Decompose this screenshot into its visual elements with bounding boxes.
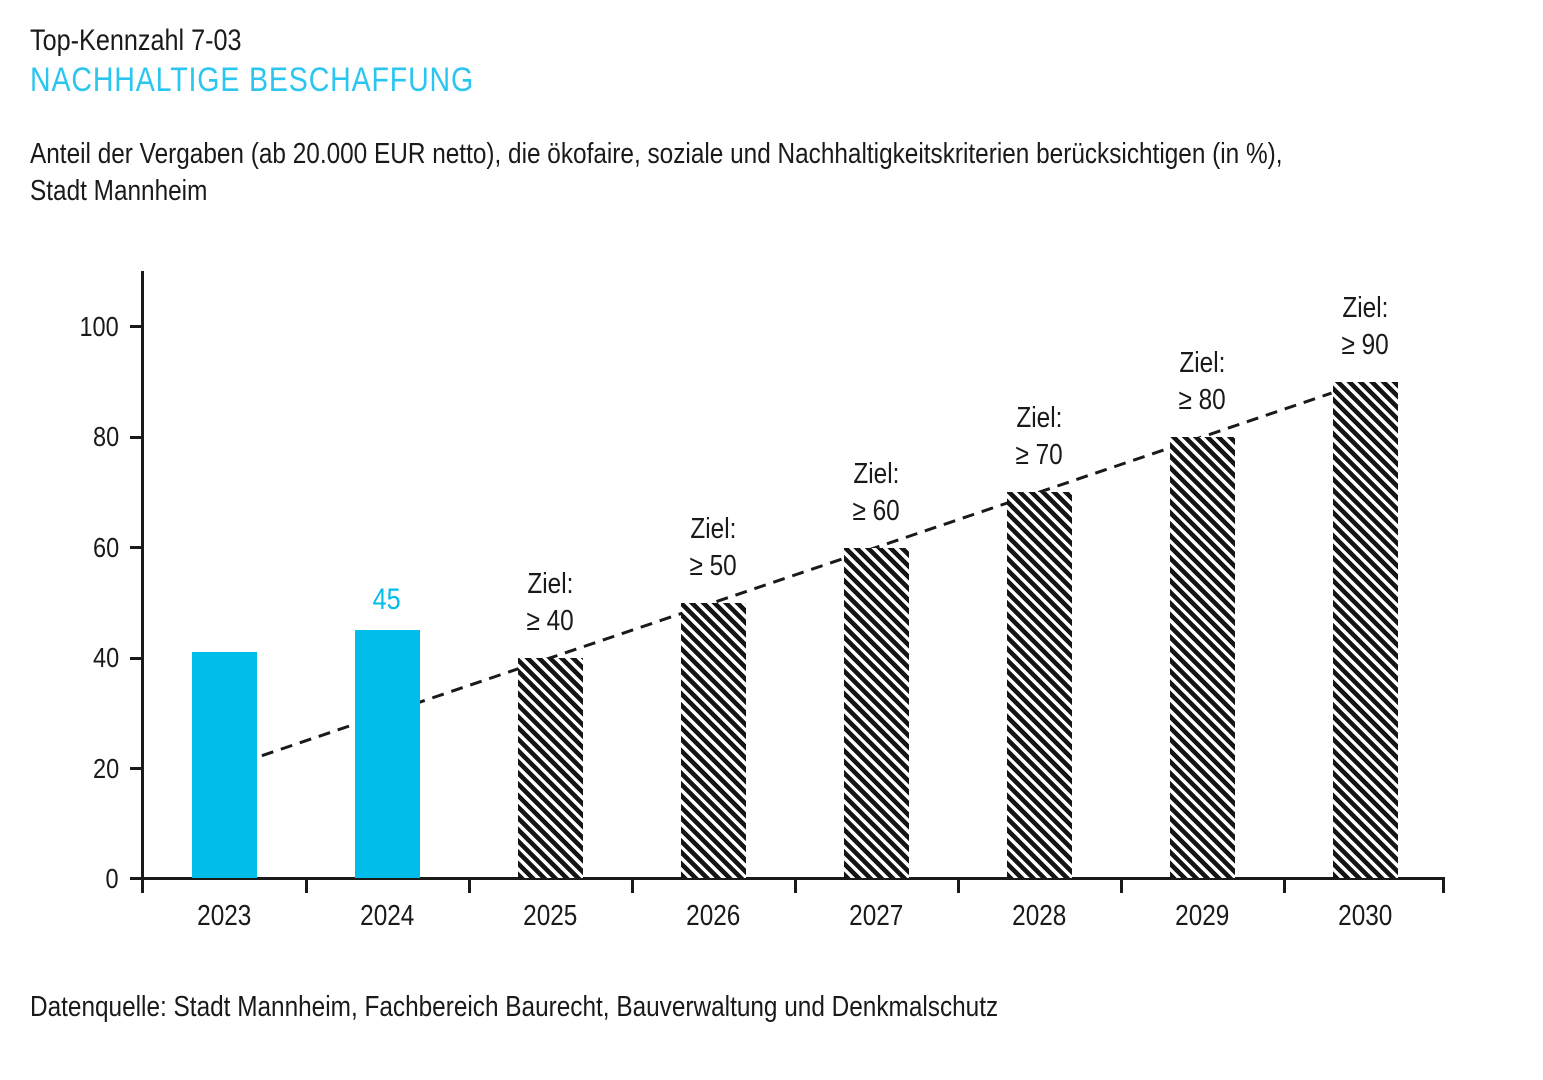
x-axis-label-text: 2027 [848,900,904,932]
x-axis-label-text: 2023 [196,900,252,932]
y-axis-tick-80 [130,435,143,439]
x-axis-tick-6 [1119,877,1123,893]
target-label-2025-line-1: Ziel: [450,566,650,603]
target-label-2026-line-2: ≥ 50 [613,548,813,585]
y-axis-tick-60 [130,546,143,549]
subtitle-line-2-text: Stadt Mannheim [30,175,208,207]
x-axis-tick-7 [1282,877,1286,893]
y-axis-tick-label-40: 40 [44,643,119,673]
x-axis-tick-1 [304,877,308,893]
target-label-text: ≥ 70 [1015,439,1063,472]
x-axis-label-2024: 2024 [306,897,469,935]
target-label-2028-line-1: Ziel: [939,400,1139,437]
bar-value-label-text: 45 [372,583,402,617]
x-axis-label-text: 2030 [1337,900,1393,932]
bar-value-label-2024: 45 [306,583,469,617]
x-axis-tick-5 [956,877,960,893]
y-axis-tick-20 [130,767,143,770]
target-label-text: Ziel: [526,568,574,600]
x-axis-label-text: 2024 [359,900,415,932]
x-axis-label-2029: 2029 [1121,897,1284,935]
x-axis-label-2030: 2030 [1284,897,1447,935]
x-axis-tick-2 [467,877,471,893]
target-label-2025-line-2: ≥ 40 [450,603,650,640]
data-source: Datenquelle: Stadt Mannheim, Fachbereich… [30,989,1183,1025]
target-label-2028: Ziel: ≥ 70 [939,400,1139,474]
x-axis-label-text: 2026 [685,900,741,932]
y-axis-line [141,271,144,893]
target-label-text: Ziel: [1015,402,1063,435]
target-label-text: ≥ 60 [852,494,900,527]
data-source-text: Datenquelle: Stadt Mannheim, Fachbereich… [30,991,999,1023]
x-axis-end-tick [1442,877,1445,893]
bar-2026 [680,602,746,878]
x-axis-label-text: 2029 [1174,900,1230,932]
y-axis-tick-label-20: 20 [44,752,119,784]
x-axis-tick-4 [793,877,797,893]
target-label-2030-line-2: ≥ 90 [1265,327,1465,364]
bar-2030 [1332,381,1398,878]
target-label-2029-line-2: ≥ 80 [1102,382,1302,419]
target-label-2025: Ziel: ≥ 40 [450,566,650,640]
subtitle-line-1-text: Anteil der Vergaben (ab 20.000 EUR netto… [30,138,1283,170]
y-axis-tick-label-text: 0 [105,863,119,894]
target-label-2028-line-2: ≥ 70 [939,437,1139,474]
target-label-2029: Ziel: ≥ 80 [1102,345,1302,419]
target-label-text: ≥ 90 [1341,328,1389,361]
bar-2028 [1006,492,1072,878]
y-axis-tick-label-text: 80 [92,421,119,452]
x-axis-line [130,877,1445,880]
x-axis-label-2023: 2023 [143,897,306,935]
target-label-text: ≥ 80 [1178,384,1226,416]
y-axis-tick-label-text: 60 [92,531,119,563]
target-label-text: Ziel: [1341,291,1389,324]
x-axis-tick-3 [630,877,634,893]
target-label-text: Ziel: [852,457,900,490]
page-title: NACHHALTIGE BESCHAFFUNG [30,60,559,100]
y-axis-tick-40 [130,656,143,660]
bar-2023 [191,652,257,878]
x-axis-label-2027: 2027 [795,897,958,935]
y-axis-tick-label-80: 80 [44,422,119,452]
target-label-2027-line-1: Ziel: [776,456,976,493]
x-axis-label-2026: 2026 [632,897,795,935]
bar-2027 [843,547,909,878]
bar-2024 [354,630,420,878]
chart-subtitle: Anteil der Vergaben (ab 20.000 EUR netto… [30,136,1521,210]
bar-2025 [517,658,583,878]
target-label-2026-line-1: Ziel: [613,511,813,548]
subtitle-line-1: Anteil der Vergaben (ab 20.000 EUR netto… [30,136,1521,173]
target-label-2026: Ziel: ≥ 50 [613,511,813,585]
subtitle-line-2: Stadt Mannheim [30,173,1521,210]
y-axis-tick-label-0: 0 [44,864,119,894]
target-label-2030: Ziel: ≥ 90 [1265,290,1465,364]
y-axis-tick-100 [130,325,143,328]
kennzahl-label: Top-Kennzahl 7-03 [30,24,282,58]
target-label-2030-line-1: Ziel: [1265,290,1465,327]
x-axis-label-text: 2025 [522,900,578,932]
target-label-text: ≥ 50 [689,549,737,582]
x-axis-label-2025: 2025 [469,897,632,935]
y-axis-tick-label-text: 40 [92,642,119,673]
target-label-text: Ziel: [1178,347,1226,379]
y-axis-tick-label-60: 60 [44,531,119,563]
y-axis-tick-label-100: 100 [44,310,119,342]
target-label-2029-line-1: Ziel: [1102,345,1302,382]
target-label-2027-line-2: ≥ 60 [776,493,976,530]
target-label-text: ≥ 40 [526,605,574,637]
kennzahl-text: Top-Kennzahl 7-03 [30,24,242,57]
y-axis-tick-label-text: 100 [79,310,119,342]
page-title-text: NACHHALTIGE BESCHAFFUNG [30,61,475,99]
x-axis-label-text: 2028 [1011,900,1067,932]
target-label-2027: Ziel: ≥ 60 [776,456,976,530]
y-axis-tick-label-text: 20 [92,752,119,784]
bar-2029 [1169,437,1235,878]
target-label-text: Ziel: [689,512,737,545]
x-axis-label-2028: 2028 [958,897,1121,935]
